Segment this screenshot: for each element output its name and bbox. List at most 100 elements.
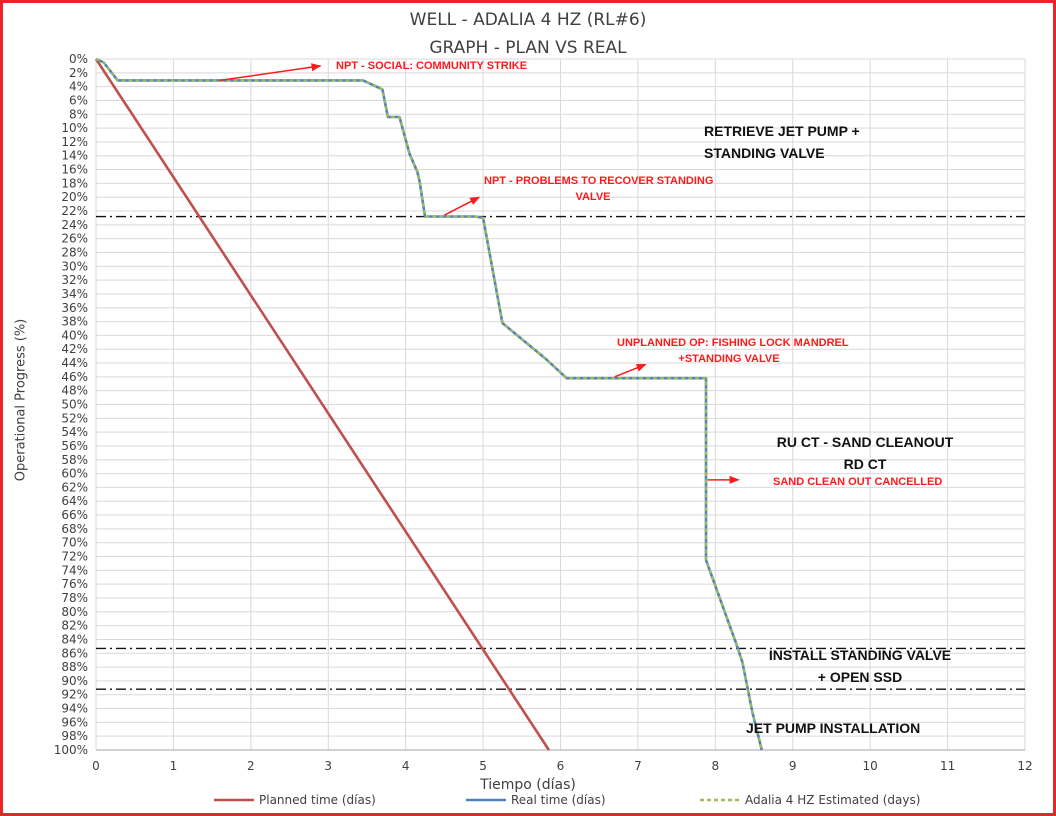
y-tick-label: 72%: [61, 550, 88, 564]
label-install-line2: + OPEN SSD: [817, 669, 903, 685]
legend-item-real: Real time (días): [466, 793, 606, 807]
x-tick-label: 3: [324, 759, 332, 773]
legend-swatch-real: [466, 798, 506, 802]
y-tick-label: 38%: [61, 315, 88, 329]
y-tick-label: 74%: [61, 563, 88, 577]
x-tick-label: 5: [479, 759, 487, 773]
y-tick-label: 22%: [61, 204, 88, 218]
y-tick-label: 64%: [61, 494, 88, 508]
series-line-2: [95, 57, 763, 751]
label-install-standing-valve: INSTALL STANDING VALVE + OPEN SSD: [760, 644, 960, 688]
series-line-0: [94, 58, 550, 751]
y-tick-label: 66%: [61, 508, 88, 522]
y-tick-label: 82%: [61, 619, 88, 633]
x-tick-label: 9: [789, 759, 797, 773]
y-tick-label: 54%: [61, 425, 88, 439]
y-tick-label: 14%: [61, 149, 88, 163]
y-tick-label: 34%: [61, 287, 88, 301]
y-tick-label: 20%: [61, 190, 88, 204]
y-tick-label: 0%: [69, 52, 88, 66]
y-tick-label: 98%: [61, 729, 88, 743]
x-tick-label: 0: [92, 759, 100, 773]
y-tick-label: 84%: [61, 632, 88, 646]
y-tick-label: 16%: [61, 163, 88, 177]
label-retrieve-jet-pump: RETRIEVE JET PUMP + STANDING VALVE: [704, 120, 860, 164]
annotation-npt-recover-line2: VALVE: [575, 191, 611, 203]
y-tick-label: 56%: [61, 439, 88, 453]
y-tick-label: 58%: [61, 453, 88, 467]
y-tick-label: 52%: [61, 411, 88, 425]
annotation-unplanned-line2: +STANDING VALVE: [678, 353, 780, 365]
label-ru-ct: RU CT - SAND CLEANOUT RD CT: [765, 431, 965, 475]
y-tick-label: 28%: [61, 245, 88, 259]
y-tick-label: 92%: [61, 688, 88, 702]
x-tick-label: 11: [940, 759, 955, 773]
x-tick-label: 8: [712, 759, 720, 773]
legend-label-planned: Planned time (días): [259, 793, 376, 807]
annotation-arrow: [219, 63, 322, 82]
label-jet-pump-installation: JET PUMP INSTALLATION: [746, 720, 921, 736]
annotation-npt-recover: NPT - PROBLEMS TO RECOVER STANDING VALVE: [484, 173, 713, 205]
y-tick-label: 10%: [61, 121, 88, 135]
y-tick-label: 32%: [61, 273, 88, 287]
annotation-npt-social: NPT - SOCIAL: COMMUNITY STRIKE: [336, 60, 528, 72]
x-tick-label: 10: [863, 759, 878, 773]
y-tick-label: 36%: [61, 301, 88, 315]
y-tick-label: 42%: [61, 342, 88, 356]
x-axis-label: Tiempo (días): [480, 777, 576, 793]
y-tick-label: 94%: [61, 702, 88, 716]
legend-swatch-planned: [214, 798, 254, 802]
label-retrieve-line2: STANDING VALVE: [704, 145, 825, 161]
chart-legend: Planned time (días) Real time (días) Ada…: [0, 793, 1056, 811]
x-tick-label: 6: [557, 759, 565, 773]
y-tick-label: 86%: [61, 646, 88, 660]
y-tick-label: 30%: [61, 259, 88, 273]
y-tick-label: 44%: [61, 356, 88, 370]
annotation-unplanned-op: UNPLANNED OP: FISHING LOCK MANDREL +STAN…: [617, 335, 849, 367]
x-tick-label: 7: [634, 759, 642, 773]
annotation-unplanned-line1: UNPLANNED OP: FISHING LOCK MANDREL: [617, 337, 849, 349]
label-install-line1: INSTALL STANDING VALVE: [768, 647, 952, 663]
label-ruct-line1: RU CT - SAND CLEANOUT: [776, 434, 954, 450]
annotation-arrow: [614, 363, 647, 378]
y-tick-label: 70%: [61, 536, 88, 550]
y-tick-label: 12%: [61, 135, 88, 149]
y-tick-label: 48%: [61, 384, 88, 398]
x-tick-label: 4: [402, 759, 410, 773]
y-tick-label: 68%: [61, 522, 88, 536]
y-tick-label: 78%: [61, 591, 88, 605]
y-tick-label: 40%: [61, 328, 88, 342]
y-tick-label: 2%: [69, 66, 88, 80]
y-tick-label: 46%: [61, 370, 88, 384]
legend-label-estimated: Adalia 4 HZ Estimated (days): [745, 793, 921, 807]
y-tick-label: 4%: [69, 80, 88, 94]
y-tick-label: 50%: [61, 398, 88, 412]
x-tick-label: 12: [1017, 759, 1032, 773]
chart-title: WELL - ADALIA 4 HZ (RL#6): [409, 10, 647, 30]
annotation-arrow: [444, 196, 481, 216]
y-tick-label: 76%: [61, 577, 88, 591]
legend-label-real: Real time (días): [511, 793, 606, 807]
legend-item-estimated: Adalia 4 HZ Estimated (days): [700, 793, 920, 807]
annotation-sand-cancelled: SAND CLEAN OUT CANCELLED: [773, 476, 943, 488]
y-tick-label: 80%: [61, 605, 88, 619]
x-tick-label: 2: [247, 759, 255, 773]
chart-subtitle: GRAPH - PLAN VS REAL: [429, 38, 627, 58]
y-tick-label: 24%: [61, 218, 88, 232]
y-tick-label: 100%: [54, 743, 88, 757]
x-tick-label: 1: [170, 759, 178, 773]
label-retrieve-line1: RETRIEVE JET PUMP +: [704, 123, 860, 139]
y-tick-label: 8%: [69, 107, 88, 121]
label-ruct-line2: RD CT: [843, 456, 887, 472]
y-tick-label: 88%: [61, 660, 88, 674]
y-tick-label: 96%: [61, 715, 88, 729]
y-axis-label: Operational Progress (%): [13, 318, 29, 482]
y-tick-label: 26%: [61, 232, 88, 246]
y-tick-label: 90%: [61, 674, 88, 688]
legend-swatch-estimated: [700, 798, 740, 802]
y-tick-label: 60%: [61, 467, 88, 481]
legend-item-planned: Planned time (días): [214, 793, 376, 807]
y-tick-label: 18%: [61, 176, 88, 190]
